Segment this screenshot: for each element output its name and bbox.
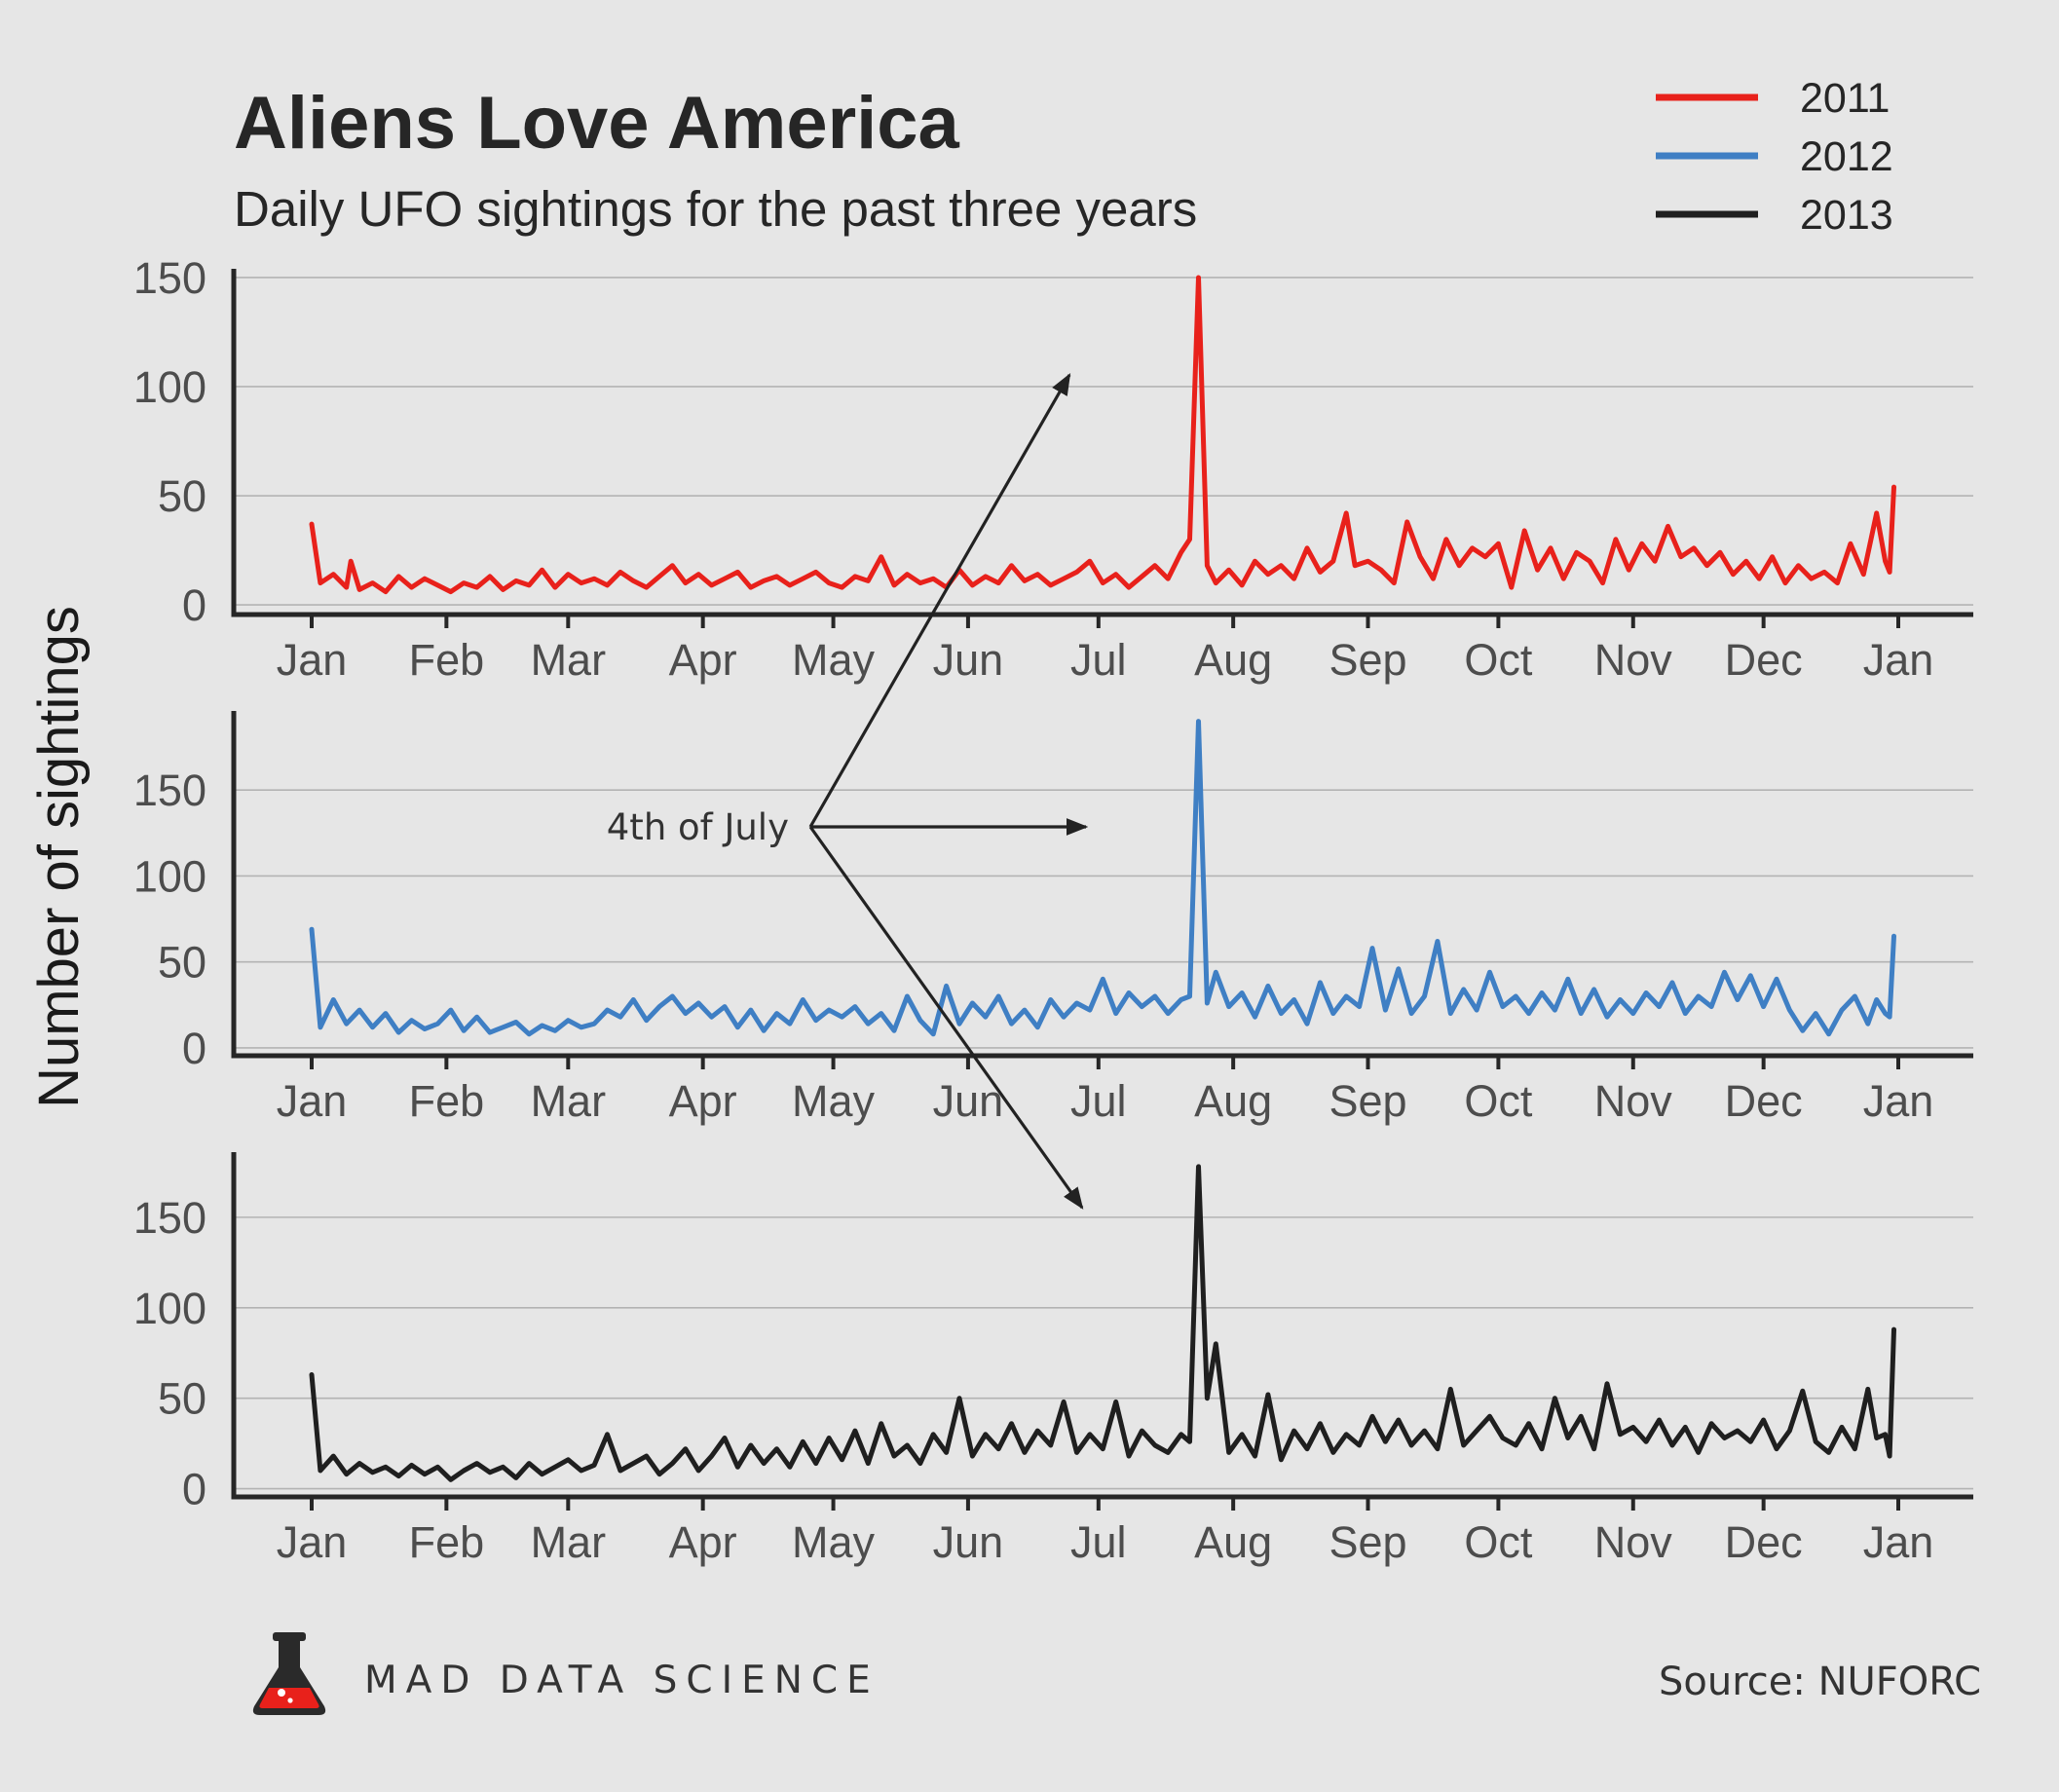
x-tick-label: Jan <box>277 1076 348 1126</box>
annotation-4th-of-july: 4th of July <box>607 373 1089 1210</box>
chart-panels: 0 50 100 150 Jan Feb Mar Apr May Jun Jul Aug Sep Oct N… <box>133 253 1973 1567</box>
y-tick-label: 100 <box>133 1284 206 1333</box>
x-tick-label: May <box>792 635 876 685</box>
y-tick-label: 0 <box>182 580 206 630</box>
x-tick-label: Sep <box>1329 635 1406 685</box>
y-tick-label: 150 <box>133 765 206 815</box>
source-credit: Source: NUFORC <box>1659 1660 1981 1704</box>
legend: 2011 2012 2013 <box>1656 75 1893 239</box>
y-tick-label: 50 <box>158 1374 206 1424</box>
x-tick-label: Jun <box>933 1076 1004 1126</box>
x-tick-label: Oct <box>1464 1076 1533 1126</box>
x-tick-label: Mar <box>531 1517 607 1567</box>
axis-lines <box>231 1152 1973 1500</box>
x-tick-label: Feb <box>409 635 485 685</box>
series-line-2013 <box>309 1164 1896 1482</box>
y-tick-label: 100 <box>133 362 206 412</box>
x-tick-label: Nov <box>1594 1076 1673 1126</box>
x-tick-label: Feb <box>409 1517 485 1567</box>
x-tick-label: Aug <box>1194 1517 1272 1567</box>
x-tick-label: Jan <box>1863 1517 1934 1567</box>
x-tick-label: Jun <box>933 635 1004 685</box>
x-tick-label: Jul <box>1070 1517 1127 1567</box>
x-tick-label: May <box>792 1517 876 1567</box>
panel-2011: 0 50 100 150 Jan Feb Mar Apr May Jun Jul Aug Sep Oct N… <box>133 253 1973 685</box>
axis-lines <box>231 269 1973 617</box>
chart-subtitle: Daily UFO sightings for the past three y… <box>234 181 1197 237</box>
x-tick-label: Jul <box>1070 1076 1127 1126</box>
x-tick-label: Dec <box>1725 635 1803 685</box>
flask-icon <box>252 1632 326 1715</box>
x-tick-label: Jan <box>277 1517 348 1567</box>
x-tick-label: Jun <box>933 1517 1004 1567</box>
series-line-2012 <box>309 719 1896 1037</box>
x-tick-label: Oct <box>1464 1517 1533 1567</box>
brand-name: MAD DATA SCIENCE <box>364 1659 880 1702</box>
series-line-2011 <box>309 275 1896 595</box>
axis-lines <box>231 711 1973 1059</box>
annotation-arrow <box>808 826 1084 1210</box>
x-tick-label: Aug <box>1194 635 1272 685</box>
x-tick-label: Feb <box>409 1076 485 1126</box>
legend-label: 2013 <box>1800 192 1893 239</box>
y-tick-label: 0 <box>182 1465 206 1514</box>
y-tick-label: 100 <box>133 851 206 901</box>
y-tick-label: 50 <box>158 938 206 988</box>
panel-2012: 0 50 100 150 Jan Feb Mar Apr May Jun Jul Aug Sep Oct N… <box>133 711 1973 1126</box>
y-tick-label: 150 <box>133 1193 206 1243</box>
chart-title: Aliens Love America <box>234 82 960 165</box>
x-tick-label: Jul <box>1070 635 1127 685</box>
legend-item: 2013 <box>1656 192 1893 239</box>
legend-label: 2012 <box>1800 133 1893 180</box>
x-tick-label: Nov <box>1594 1517 1673 1567</box>
annotation-arrow <box>808 373 1071 828</box>
brand-logo: MAD DATA SCIENCE <box>252 1632 880 1715</box>
y-tick-label: 0 <box>182 1024 206 1073</box>
x-tick-label: Apr <box>669 1076 737 1126</box>
x-tick-label: Sep <box>1329 1517 1406 1567</box>
x-tick-label: Mar <box>531 1076 607 1126</box>
x-tick-label: Apr <box>669 635 737 685</box>
x-tick-label: Jan <box>1863 1076 1934 1126</box>
legend-label: 2011 <box>1800 75 1890 122</box>
y-tick-label: 50 <box>158 471 206 521</box>
x-tick-label: Nov <box>1594 635 1673 685</box>
x-tick-label: Oct <box>1464 635 1533 685</box>
x-tick-label: Sep <box>1329 1076 1406 1126</box>
x-tick-label: Dec <box>1725 1517 1803 1567</box>
legend-item: 2012 <box>1656 133 1893 180</box>
y-axis-label: Number of sightings <box>27 606 91 1108</box>
panel-2013: 0 50 100 150 Jan Feb Mar Apr May Jun Jul Aug Sep Oct N… <box>133 1152 1973 1567</box>
x-tick-label: Mar <box>531 635 607 685</box>
annotation-label: 4th of July <box>607 806 789 848</box>
x-tick-label: Apr <box>669 1517 737 1567</box>
legend-item: 2011 <box>1656 75 1890 122</box>
x-tick-label: Dec <box>1725 1076 1803 1126</box>
x-tick-label: Jan <box>1863 635 1934 685</box>
x-tick-label: May <box>792 1076 876 1126</box>
x-tick-label: Aug <box>1194 1076 1272 1126</box>
y-tick-label: 150 <box>133 253 206 303</box>
x-tick-label: Jan <box>277 635 348 685</box>
